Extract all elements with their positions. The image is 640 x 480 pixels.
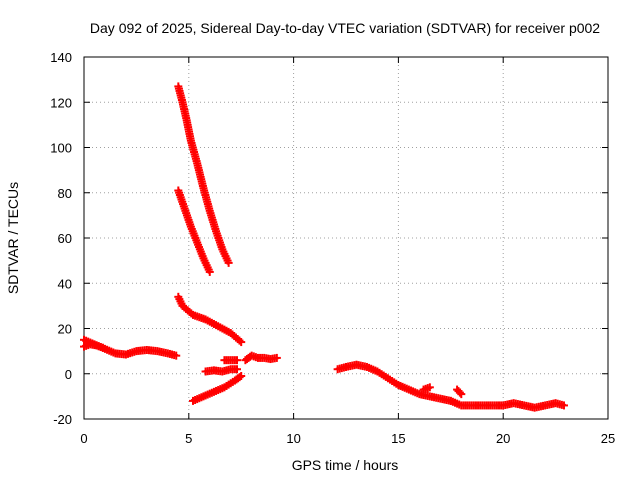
series-arc-5 xyxy=(174,292,246,347)
x-tick-label: 25 xyxy=(601,431,615,446)
y-tick-label: 120 xyxy=(50,95,72,110)
x-tick-label: 20 xyxy=(496,431,510,446)
series-arc-12 xyxy=(446,396,568,412)
y-tick-label: 60 xyxy=(58,231,72,246)
series-arc-9 xyxy=(241,351,281,365)
y-tick-label: 0 xyxy=(65,367,72,382)
data-point xyxy=(559,401,568,410)
data-point xyxy=(224,258,233,267)
series-arc-7 xyxy=(201,365,242,376)
y-tick-label: 140 xyxy=(50,50,72,65)
x-axis-label: GPS time / hours xyxy=(292,457,399,473)
data-point xyxy=(205,267,214,276)
chart-title: Day 092 of 2025, Sidereal Day-to-day VTE… xyxy=(90,20,600,36)
series-arc-11 xyxy=(419,383,434,394)
x-tick-label: 5 xyxy=(185,431,192,446)
data-point xyxy=(425,383,434,392)
tick-labels: 0 5 10 15 20 25 -20 0 20 40 60 80 100 120 140 xyxy=(50,50,615,446)
x-tick-label: 15 xyxy=(391,431,405,446)
y-tick-label: 100 xyxy=(50,141,72,156)
series-arc-8 xyxy=(220,356,242,365)
y-tick-label: -20 xyxy=(53,412,72,427)
data-point xyxy=(233,365,242,374)
data-point xyxy=(272,353,281,362)
series-arc-10 xyxy=(333,360,455,405)
data-point xyxy=(172,351,181,360)
y-tick-label: 40 xyxy=(58,276,72,291)
data-points xyxy=(80,82,568,412)
x-tick-label: 0 xyxy=(80,431,87,446)
y-tick-label: 80 xyxy=(58,186,72,201)
data-point xyxy=(237,372,246,381)
data-point xyxy=(233,356,242,365)
grid-lines xyxy=(84,57,608,419)
data-point xyxy=(98,343,107,352)
series-arc-6 xyxy=(188,372,246,405)
series-arc-4 xyxy=(174,186,214,276)
data-point xyxy=(457,390,466,399)
data-point xyxy=(235,373,244,382)
series-arc-13 xyxy=(453,385,466,399)
series-arc-3 xyxy=(174,82,233,267)
series-arc-2 xyxy=(80,340,107,352)
x-tick-label: 10 xyxy=(286,431,300,446)
data-point xyxy=(455,388,464,397)
y-axis-label: SDTVAR / TECUs xyxy=(5,182,21,294)
data-point xyxy=(237,338,246,347)
series-arc-1 xyxy=(80,335,181,360)
y-tick-label: 20 xyxy=(58,322,72,337)
axis-ticks xyxy=(83,56,609,420)
